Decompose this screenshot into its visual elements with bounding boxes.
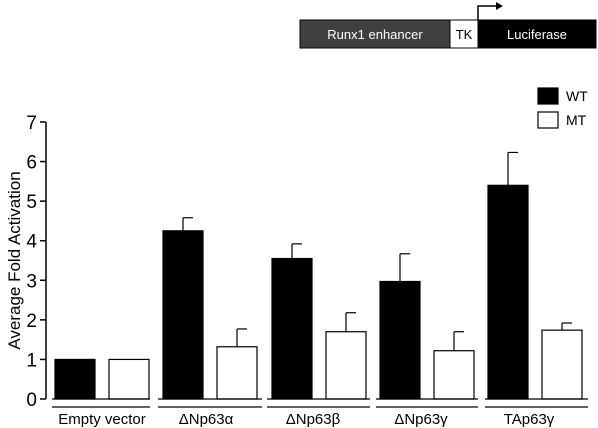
bar-mt bbox=[541, 329, 583, 400]
transcription-start-arrow bbox=[477, 5, 496, 20]
y-tick-label: 3 bbox=[26, 271, 37, 292]
legend-swatch-wt bbox=[537, 87, 559, 105]
y-axis-label: Average Fold Activation bbox=[5, 171, 24, 349]
category-label: ΔNp63γ bbox=[394, 411, 448, 428]
construct-luciferase-box: Luciferase bbox=[477, 19, 597, 49]
legend-swatch-mt bbox=[537, 111, 559, 129]
construct-tk-box: TK bbox=[449, 19, 479, 49]
bar-mt bbox=[433, 350, 475, 400]
bar-wt bbox=[54, 358, 96, 400]
y-tick-label: 7 bbox=[26, 113, 37, 134]
bar-mt bbox=[108, 358, 150, 400]
bar-wt bbox=[487, 184, 529, 400]
category-label: ΔNp63β bbox=[286, 411, 341, 428]
category-label: Empty vector bbox=[58, 411, 146, 428]
y-tick-label: 0 bbox=[26, 390, 37, 411]
bar-wt bbox=[162, 230, 204, 400]
y-tick-label: 4 bbox=[26, 232, 37, 253]
tk-label: TK bbox=[456, 27, 473, 42]
y-tick-label: 2 bbox=[26, 311, 37, 332]
runx1-enhancer-label: Runx1 enhancer bbox=[327, 27, 423, 42]
y-tick-label: 1 bbox=[26, 350, 37, 371]
legend-label-mt: MT bbox=[566, 112, 587, 128]
construct-diagram: Runx1 enhancer TK Luciferase bbox=[299, 2, 597, 49]
bar-wt bbox=[379, 280, 421, 400]
y-tick-label: 5 bbox=[26, 192, 37, 213]
legend-label-wt: WT bbox=[566, 88, 588, 104]
construct-runx1-enhancer-box: Runx1 enhancer bbox=[299, 19, 451, 49]
bar-mt bbox=[216, 346, 258, 400]
luciferase-label: Luciferase bbox=[507, 27, 567, 42]
transcription-arrowhead bbox=[496, 2, 503, 10]
category-label: TAp63γ bbox=[504, 411, 555, 428]
category-label: ΔNp63α bbox=[179, 411, 234, 428]
y-tick-label: 6 bbox=[26, 153, 37, 174]
bar-wt bbox=[271, 257, 313, 400]
bar-mt bbox=[325, 331, 367, 400]
